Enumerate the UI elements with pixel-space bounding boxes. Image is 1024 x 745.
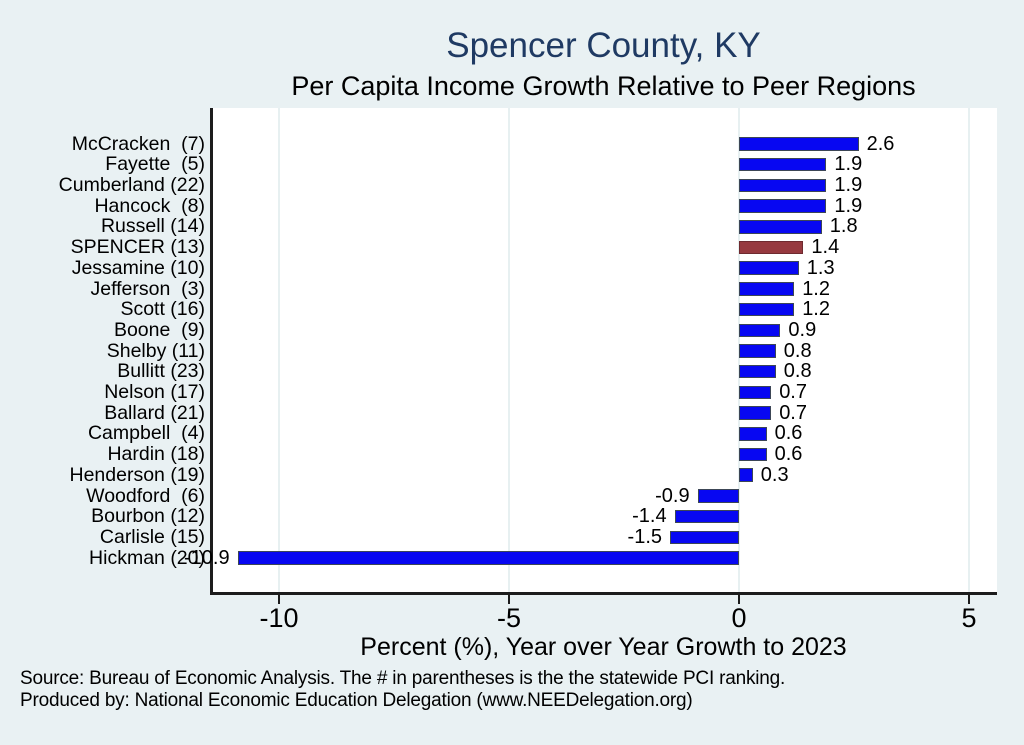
bar-value-label: 0.7 bbox=[779, 381, 807, 404]
bar bbox=[739, 261, 799, 275]
bar bbox=[739, 344, 776, 358]
bar-value-label: 1.3 bbox=[806, 256, 835, 279]
bar bbox=[674, 509, 739, 524]
gridline bbox=[508, 108, 510, 592]
produced-by-note: Produced by: National Economic Education… bbox=[20, 689, 693, 711]
bar bbox=[237, 551, 739, 565]
bar bbox=[739, 323, 781, 338]
bar-value-label: 0.9 bbox=[788, 318, 817, 341]
x-tick bbox=[968, 595, 970, 604]
category-label: Jefferson (3) bbox=[90, 277, 205, 300]
bar-value-label: 0.8 bbox=[783, 339, 812, 362]
category-label: Fayette (5) bbox=[105, 153, 205, 176]
bar bbox=[739, 364, 776, 379]
bar bbox=[739, 406, 772, 420]
bar-value-label: 1.9 bbox=[834, 194, 863, 217]
category-axis-labels: McCracken (7) Fayette (5) Cumberland (22) H… bbox=[0, 108, 205, 592]
bar bbox=[739, 157, 827, 172]
bar-value-label: -1.4 bbox=[632, 505, 667, 528]
category-label: Nelson (17) bbox=[104, 381, 205, 404]
x-tick bbox=[508, 595, 510, 604]
bar bbox=[739, 385, 772, 400]
bar-value-label: 1.4 bbox=[811, 236, 840, 259]
bar-value-label: 2.6 bbox=[866, 132, 895, 155]
x-tick bbox=[278, 595, 280, 604]
bar-value-label: 1.9 bbox=[834, 174, 863, 197]
category-label: Hancock (8) bbox=[94, 194, 205, 217]
bar-value-label: 1.2 bbox=[802, 277, 830, 300]
category-label: Bourbon (12) bbox=[91, 505, 205, 528]
x-tick bbox=[738, 595, 740, 604]
bar bbox=[739, 178, 827, 193]
bar bbox=[739, 427, 767, 441]
x-axis-title: Percent (%), Year over Year Growth to 20… bbox=[360, 633, 847, 661]
category-label: McCracken (7) bbox=[71, 132, 205, 155]
bar-value-label: 1.8 bbox=[829, 215, 858, 238]
bar-highlight-spencer bbox=[739, 240, 804, 255]
bar-value-label: -10.9 bbox=[184, 546, 230, 569]
category-label: Woodford (6) bbox=[86, 484, 205, 507]
category-label: Shelby (11) bbox=[106, 339, 205, 362]
category-label: Boone (9) bbox=[113, 318, 205, 341]
x-tick-label: 5 bbox=[961, 603, 977, 633]
bar-value-label: 0.6 bbox=[774, 443, 803, 466]
source-note: Source: Bureau of Economic Analysis. The… bbox=[20, 668, 786, 689]
bar bbox=[670, 530, 739, 545]
bar bbox=[739, 137, 859, 151]
category-label: Jessamine (10) bbox=[71, 256, 205, 279]
category-label: Russell (14) bbox=[100, 215, 205, 238]
bar bbox=[697, 489, 739, 503]
bar bbox=[739, 199, 827, 213]
category-label: Hardin (18) bbox=[107, 443, 205, 466]
bar-value-label: 1.9 bbox=[834, 153, 863, 176]
bar bbox=[739, 302, 795, 317]
bar-value-label: 0.7 bbox=[779, 401, 807, 424]
plot-area: 2.6 1.9 1.9 1.9 1.8 1.4 1.3 1.2 1.2 0.9 0.8 0.8 0.7 0… bbox=[184, 108, 997, 595]
chart-title: Spencer County, KY bbox=[446, 26, 761, 65]
bar bbox=[739, 468, 753, 482]
x-tick-label: -5 bbox=[496, 603, 521, 633]
category-label: SPENCER (13) bbox=[70, 236, 205, 259]
category-label: Hickman (20) bbox=[89, 546, 205, 569]
category-label: Henderson (19) bbox=[69, 463, 206, 486]
category-label: Scott (16) bbox=[120, 298, 205, 321]
bar-value-label: 0.3 bbox=[760, 463, 789, 486]
footer-notes: Source: Bureau of Economic Analysis. The… bbox=[20, 668, 1010, 711]
category-label: Cumberland (22) bbox=[58, 174, 205, 197]
bar-value-label: 0.6 bbox=[774, 422, 803, 445]
category-label: Bullitt (23) bbox=[117, 360, 205, 383]
bar-value-label: -0.9 bbox=[655, 484, 690, 507]
bar-value-label: -1.5 bbox=[627, 525, 662, 548]
gridline bbox=[278, 108, 280, 592]
chart-subtitle: Per Capita Income Growth Relative to Pee… bbox=[291, 71, 916, 101]
gridline bbox=[968, 108, 970, 592]
category-label: Campbell (4) bbox=[87, 422, 205, 445]
bar bbox=[739, 220, 822, 234]
category-label: Ballard (21) bbox=[104, 401, 205, 424]
category-label: Carlisle (15) bbox=[99, 525, 205, 548]
bar bbox=[739, 447, 767, 462]
bar bbox=[739, 282, 795, 296]
bar-value-label: 1.2 bbox=[802, 298, 830, 321]
x-tick-label: -10 bbox=[259, 603, 299, 633]
bar-value-label: 0.8 bbox=[783, 360, 812, 383]
x-tick-label: 0 bbox=[731, 603, 747, 633]
